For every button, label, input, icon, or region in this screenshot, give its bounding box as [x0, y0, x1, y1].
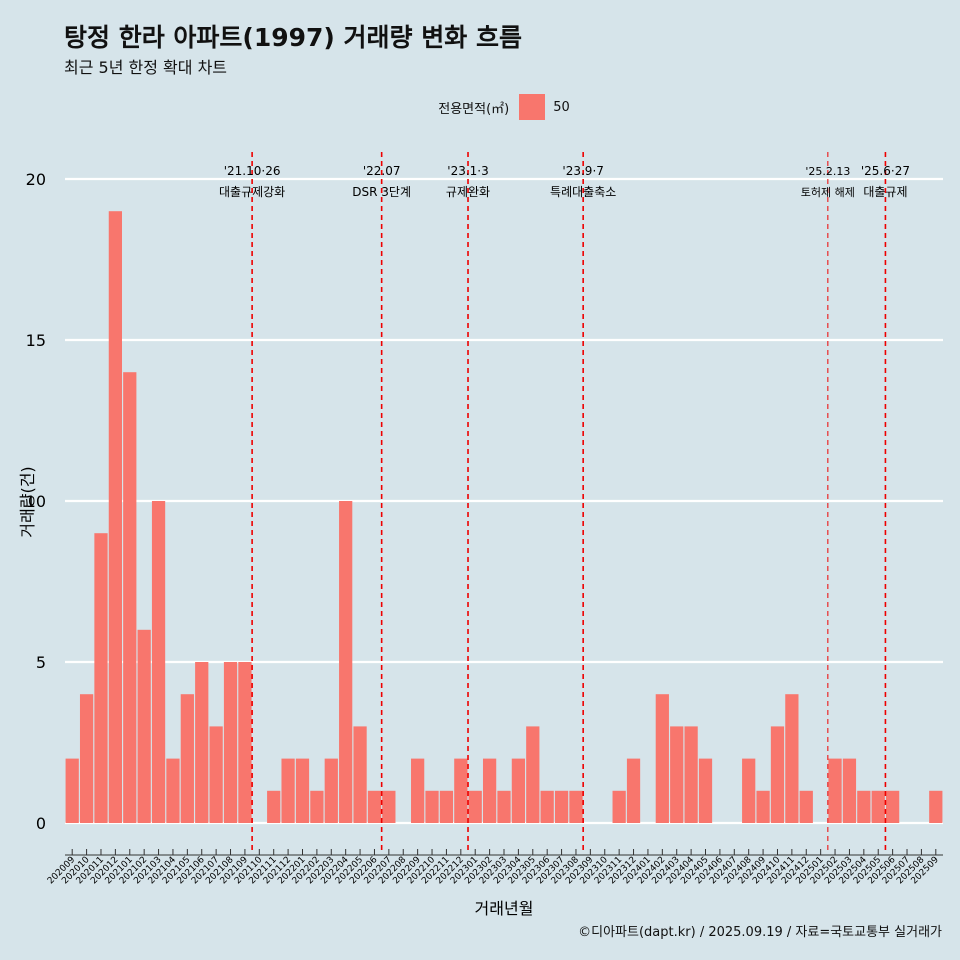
bar [411, 758, 425, 823]
event-date: '25.2.13 [805, 165, 850, 178]
event-date: '25.6·27 [861, 164, 910, 178]
event-label: 특례대출축소 [550, 185, 616, 199]
event-label: 대출규제 [863, 185, 907, 199]
bar [267, 790, 281, 823]
bar [799, 790, 813, 823]
y-tick-label: 20 [26, 170, 46, 189]
bar [281, 758, 295, 823]
bar [195, 662, 209, 823]
event-label: 규제완화 [446, 185, 490, 199]
bar [454, 758, 468, 823]
x-axis: 2020092020102020112020122021012021022021… [46, 849, 943, 886]
event-label: DSR 3단계 [352, 185, 411, 199]
bar [857, 790, 871, 823]
bar [497, 790, 511, 823]
bar [569, 790, 583, 823]
chart-subtitle: 최근 5년 한정 확대 차트 [64, 58, 228, 77]
bar [137, 629, 151, 823]
bar [742, 758, 756, 823]
bar [526, 726, 540, 823]
event-date: '21.10·26 [224, 164, 281, 178]
bar [324, 758, 338, 823]
bar [295, 758, 310, 823]
bar [842, 758, 857, 823]
event-date: '22.07 [363, 164, 401, 178]
bar [554, 790, 569, 823]
x-axis-title: 거래년월 [475, 899, 534, 918]
bar [94, 533, 108, 823]
bar [626, 758, 641, 823]
bar [698, 758, 713, 823]
source-caption: ©디아파트(dapt.kr) / 2025.09.19 / 자료=국토교통부 실… [578, 925, 942, 940]
bar [670, 726, 684, 823]
legend-swatch [519, 94, 546, 120]
event-date: '23.1·3 [447, 164, 488, 178]
bar [655, 694, 669, 823]
y-tick-label: 0 [36, 814, 46, 833]
bar [439, 790, 454, 823]
bar [209, 726, 223, 823]
bar [238, 662, 252, 823]
bar [828, 758, 842, 823]
bar [79, 694, 94, 823]
bar [123, 372, 137, 823]
y-tick-label: 5 [36, 653, 46, 672]
bar [886, 790, 900, 823]
event-label: 대출규제강화 [219, 185, 285, 199]
event-annotations: '21.10·26 대출규제강화 '22.07 DSR 3단계 '23.1·3 규제완화 '… [219, 164, 910, 199]
bar [339, 501, 353, 823]
bar [770, 726, 785, 823]
bar [310, 790, 324, 823]
legend-title: 전용면적(㎡) [438, 101, 510, 117]
y-tick-label: 10 [26, 492, 46, 511]
bar [166, 758, 180, 823]
event-date: '23.9·7 [562, 164, 603, 178]
bar [929, 790, 943, 823]
bar [871, 790, 885, 823]
y-tick-label: 15 [26, 331, 46, 350]
bar [511, 758, 526, 823]
bar [65, 758, 79, 823]
legend-label: 50 [553, 99, 570, 115]
bar [684, 726, 698, 823]
event-label: 토허제 해제 [801, 185, 855, 199]
y-tick-labels: 0 5 10 15 20 [26, 170, 46, 833]
bar [108, 211, 122, 823]
bar [468, 790, 482, 823]
bar [756, 790, 770, 823]
bar [482, 758, 497, 823]
bar [382, 790, 396, 823]
bars [65, 211, 943, 823]
bar [353, 726, 367, 823]
bar [540, 790, 554, 823]
bar [180, 694, 194, 823]
bar [612, 790, 626, 823]
y-axis-title: 거래량(건) [18, 466, 37, 537]
bar [151, 501, 166, 823]
bar [785, 694, 799, 823]
bar [223, 662, 238, 823]
legend: 전용면적(㎡) 50 [0, 92, 960, 122]
chart-title: 탕정 한라 아파트(1997) 거래량 변화 흐름 [64, 23, 522, 52]
bar [367, 790, 382, 823]
bar [425, 790, 439, 823]
